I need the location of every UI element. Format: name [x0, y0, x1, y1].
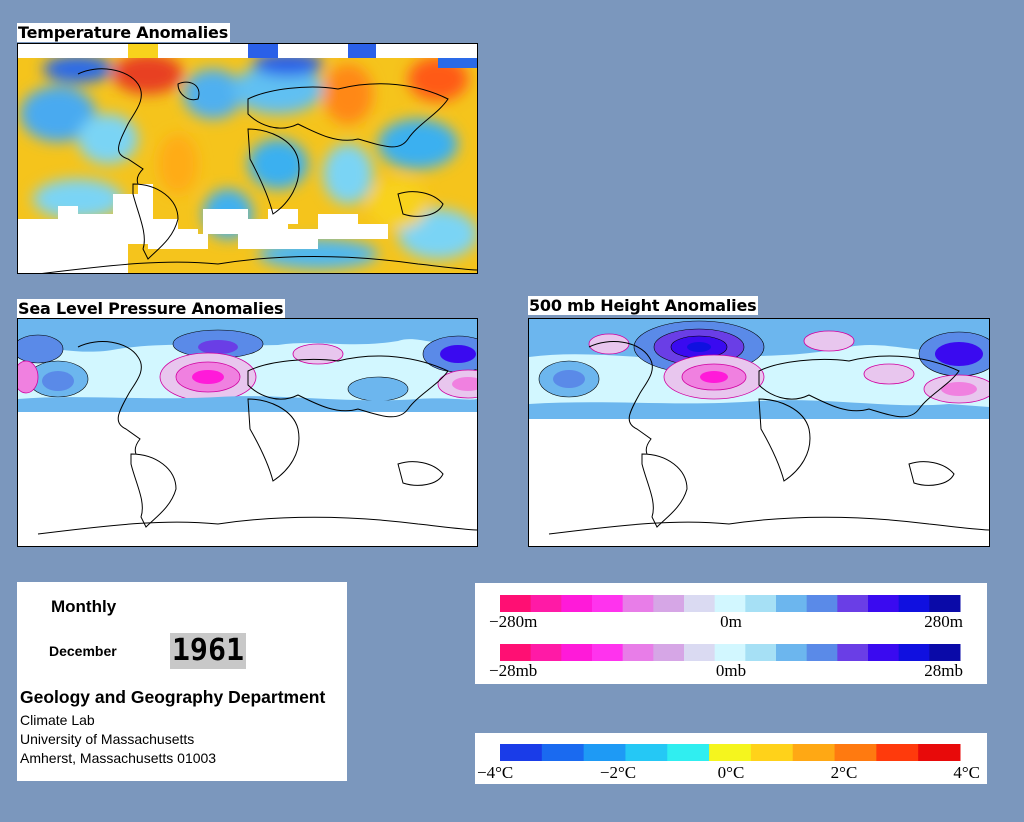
temperature-legend: −4°C −2°C 0°C 2°C 4°C — [475, 733, 987, 784]
height-swatch-4 — [592, 595, 624, 612]
temperature-color-bar — [500, 744, 961, 761]
pressure-swatch-11 — [806, 644, 838, 661]
pressure-swatch-13 — [868, 644, 900, 661]
temperature-label-4: 2°C — [831, 763, 858, 782]
pressure-min-label: −28mb — [489, 661, 537, 680]
address: Amherst, Massachusetts 01003 — [20, 750, 217, 766]
pressure-swatch-5 — [622, 644, 654, 661]
pressure-anomaly-map — [17, 318, 478, 547]
temperature-panel-title: Temperature Anomalies — [17, 23, 231, 42]
department-name: Geology and Geography Department — [20, 687, 326, 707]
height-swatch-10 — [776, 595, 808, 612]
pressure-swatch-9 — [745, 644, 777, 661]
height-swatch-11 — [806, 595, 838, 612]
height-swatch-3 — [561, 595, 593, 612]
height-swatch-9 — [745, 595, 777, 612]
height-swatch-6 — [653, 595, 685, 612]
height-color-bar — [500, 595, 961, 612]
height-mid-label: 0m — [720, 612, 742, 631]
pressure-swatch-8 — [714, 644, 746, 661]
pressure-swatch-15 — [929, 644, 961, 661]
pressure-panel-title: Sea Level Pressure Anomalies — [17, 299, 286, 318]
temperature-swatch-7 — [750, 744, 794, 761]
height-max-label: 280m — [924, 612, 963, 631]
temperature-swatch-2 — [541, 744, 585, 761]
temperature-swatch-3 — [583, 744, 626, 761]
pressure-mid-label: 0mb — [716, 661, 746, 680]
pressure-swatch-12 — [837, 644, 869, 661]
pressure-swatch-7 — [684, 644, 716, 661]
pressure-swatch-1 — [500, 644, 532, 661]
temperature-anomaly-map — [17, 43, 478, 274]
height-contours — [529, 319, 989, 419]
temperature-swatch-5 — [667, 744, 710, 761]
height-pressure-legend: −280m 0m 280m −28mb 0mb 28mb — [475, 583, 987, 684]
height-min-label: −280m — [489, 612, 537, 631]
height-swatch-8 — [714, 595, 746, 612]
temperature-label-1: −4°C — [477, 763, 513, 782]
info-box: Monthly December 1961 Geology and Geogra… — [17, 582, 347, 781]
height-anomaly-map — [528, 318, 990, 547]
month-label: December — [49, 643, 117, 659]
temperature-swatch-6 — [709, 744, 752, 761]
year-display: 1961 — [170, 633, 246, 669]
height-swatch-1 — [500, 595, 532, 612]
temperature-swatch-4 — [625, 744, 668, 761]
height-swatch-7 — [684, 595, 716, 612]
pressure-swatch-3 — [561, 644, 593, 661]
pressure-swatch-10 — [776, 644, 808, 661]
temperature-swatch-10 — [876, 744, 919, 761]
height-panel-title: 500 mb Height Anomalies — [528, 296, 759, 315]
temperature-swatch-1 — [500, 744, 543, 761]
pressure-swatch-4 — [592, 644, 624, 661]
temperature-swatch-11 — [918, 744, 961, 761]
height-swatch-12 — [837, 595, 869, 612]
pressure-color-bar — [500, 644, 961, 661]
temperature-label-5: 4°C — [953, 763, 980, 782]
lab-name: Climate Lab — [20, 712, 95, 728]
coastline-outline — [37, 341, 477, 535]
temperature-swatch-8 — [792, 744, 836, 761]
height-swatch-13 — [868, 595, 900, 612]
temperature-label-3: 0°C — [718, 763, 745, 782]
height-swatch-2 — [530, 595, 562, 612]
period-label: Monthly — [51, 597, 117, 616]
height-swatch-14 — [898, 595, 930, 612]
temperature-label-2: −2°C — [600, 763, 636, 782]
height-swatch-5 — [622, 595, 654, 612]
pressure-swatch-2 — [530, 644, 562, 661]
university-name: University of Massachusetts — [20, 731, 195, 747]
height-swatch-15 — [929, 595, 961, 612]
temperature-swatch-9 — [834, 744, 877, 761]
pressure-swatch-14 — [898, 644, 930, 661]
coastline-outline — [548, 341, 989, 535]
pressure-swatch-6 — [653, 644, 685, 661]
pressure-contours — [18, 319, 477, 412]
pressure-max-label: 28mb — [924, 661, 963, 680]
coastline-outline — [42, 68, 477, 273]
temperature-field — [18, 44, 477, 273]
